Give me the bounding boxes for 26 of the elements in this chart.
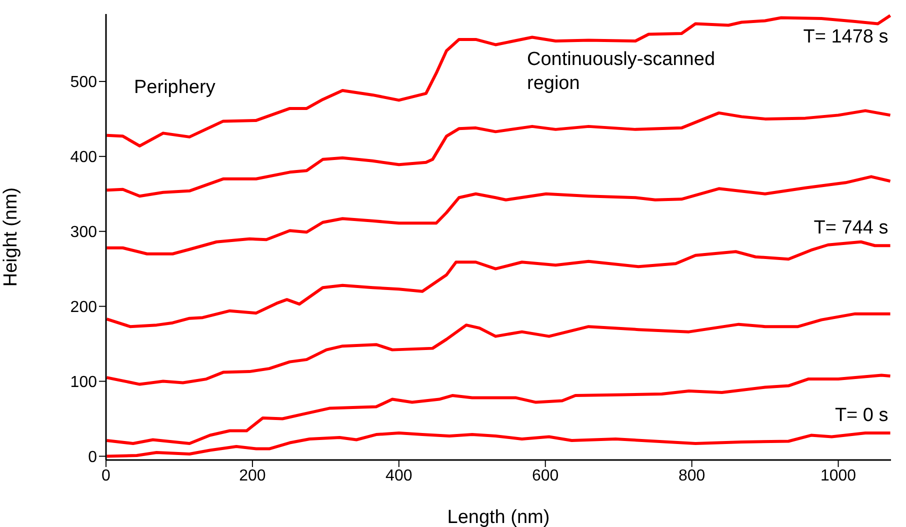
line-series xyxy=(106,432,891,458)
line-series xyxy=(106,14,891,148)
y-tick-label: 500 xyxy=(70,74,98,92)
annotation: Continuously-scanned region xyxy=(527,48,716,96)
x-tick-label: 200 xyxy=(239,467,266,484)
line-series xyxy=(106,374,891,446)
line-series xyxy=(106,175,891,256)
x-tick-label: 1000 xyxy=(820,467,856,484)
y-tick-label: 0 xyxy=(88,448,98,466)
line-series xyxy=(106,109,891,198)
series-label: T= 0 s xyxy=(834,405,888,426)
line-series xyxy=(106,312,891,386)
y-axis-title: Height (nm) xyxy=(0,187,22,287)
series-label: T= 1478 s xyxy=(803,26,888,48)
y-tick-label: 300 xyxy=(70,224,98,242)
x-tick-label: 400 xyxy=(386,467,412,484)
x-tick-label: 600 xyxy=(532,467,559,484)
line-series xyxy=(106,240,891,328)
series-label: T= 744 s xyxy=(814,218,888,239)
y-tick-label: 100 xyxy=(70,374,98,391)
y-tick-label: 400 xyxy=(70,149,98,166)
y-tick-label: 200 xyxy=(70,299,98,316)
x-axis-title: Length (nm) xyxy=(447,507,550,527)
annotation: Periphery xyxy=(134,76,216,100)
x-tick-label: 800 xyxy=(678,467,706,484)
x-tick-label: 0 xyxy=(102,467,111,484)
